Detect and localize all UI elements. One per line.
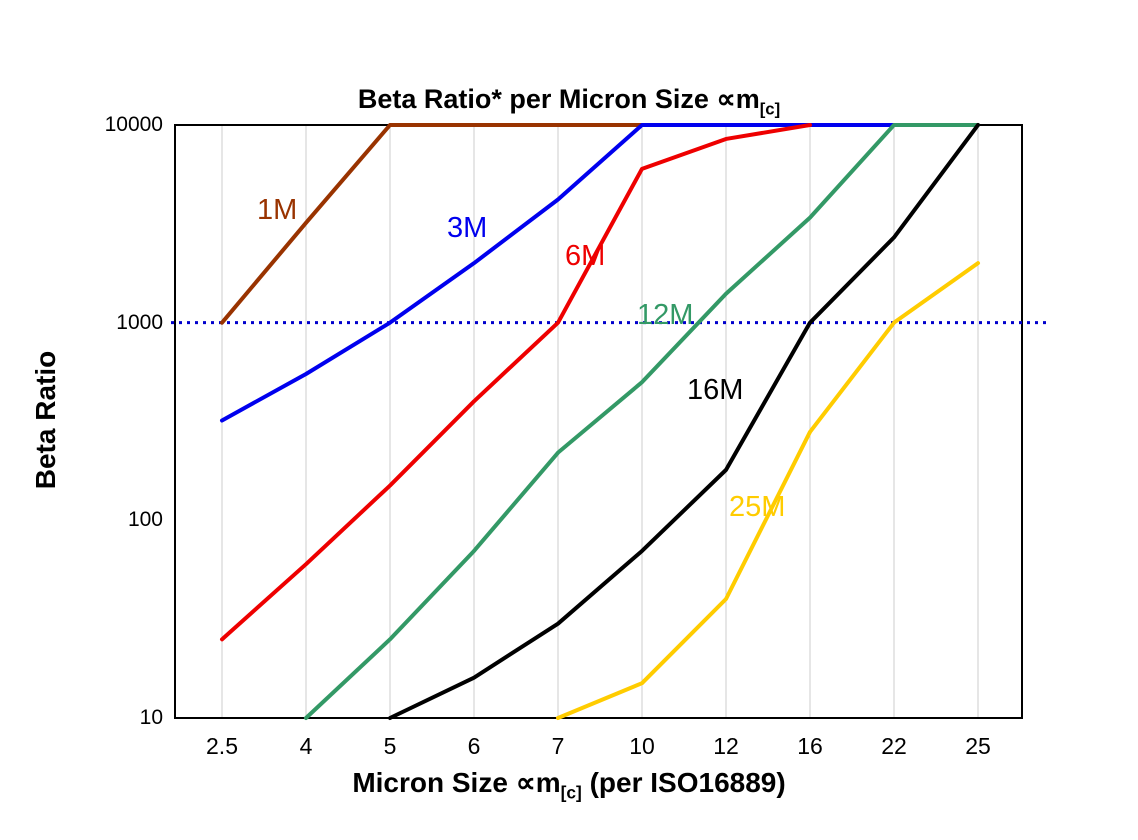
series-label-1m: 1M — [257, 194, 298, 226]
x-tick-label: 6 — [467, 733, 481, 759]
series-label-16m: 16M — [687, 374, 744, 406]
chart-title-text: Beta Ratio* per Micron Size — [357, 84, 717, 114]
x-tick-label: 5 — [383, 733, 397, 759]
x-axis-label-suffix: (per ISO16889) — [581, 767, 786, 798]
series-line-25m — [556, 261, 980, 720]
proportional-symbol: ∝m — [716, 84, 760, 114]
series-line-6m — [220, 123, 812, 642]
x-tick-label: 12 — [713, 733, 739, 759]
x-tick-label: 4 — [299, 733, 313, 759]
plot-border — [174, 124, 1023, 719]
x-axis-label-text: Micron Size — [352, 767, 516, 798]
x-tick-label: 7 — [551, 733, 565, 759]
x-tick-label: 25 — [965, 733, 991, 759]
y-tick-label: 10000 — [104, 113, 163, 136]
series-line-1m — [220, 123, 644, 325]
x-tick-label: 16 — [797, 733, 823, 759]
chart-title: Beta Ratio* per Micron Size ∝m[c] — [0, 84, 1138, 119]
y-tick-label: 100 — [127, 508, 163, 532]
y-tick-label: 10 — [139, 706, 163, 729]
series-line-3m — [220, 123, 896, 423]
x-axis-label: Micron Size ∝m[c] (per ISO16889) — [0, 766, 1138, 804]
x-axis-label-subscript: [c] — [560, 782, 582, 803]
series-label-3m: 3M — [447, 212, 488, 244]
series-label-12m: 12M — [637, 299, 694, 331]
series-label-6m: 6M — [565, 240, 606, 272]
series-label-25m: 25M — [729, 491, 786, 523]
x-tick-label: 2.5 — [206, 733, 238, 759]
x-tick-label: 10 — [629, 733, 655, 759]
series-line-12m — [304, 123, 980, 720]
x-tick-label: 22 — [881, 733, 907, 759]
series-line-16m — [388, 123, 980, 720]
chart-title-subscript: [c] — [759, 99, 781, 119]
proportional-symbol: ∝m — [515, 767, 561, 798]
y-tick-label: 1000 — [116, 310, 163, 334]
